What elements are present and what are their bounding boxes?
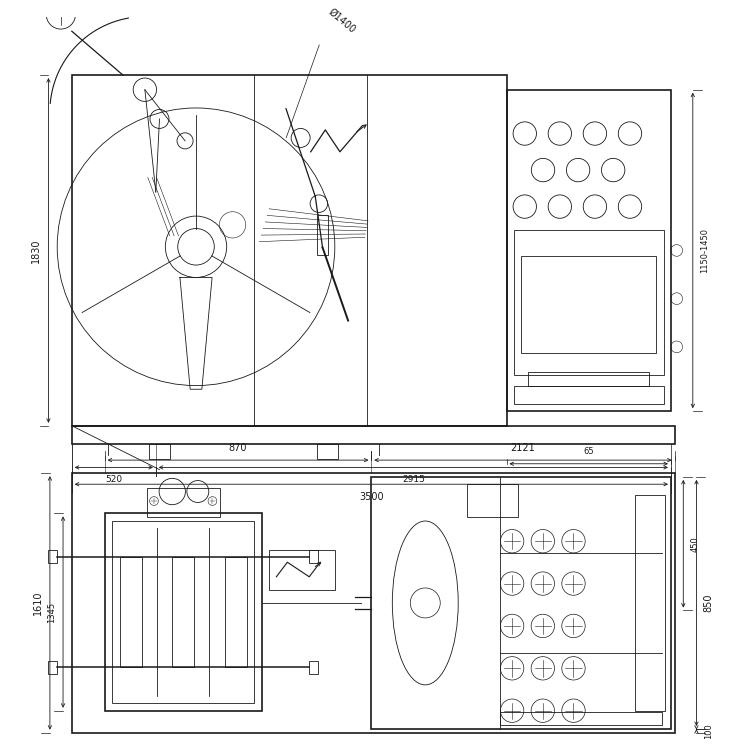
- Text: 1150-1450: 1150-1450: [700, 228, 709, 273]
- Bar: [371, 477, 671, 729]
- Bar: [635, 495, 665, 711]
- Bar: [105, 514, 262, 711]
- Text: 450: 450: [691, 536, 700, 551]
- Text: 1830: 1830: [32, 238, 41, 262]
- Bar: [72, 426, 674, 444]
- Bar: [514, 386, 664, 404]
- Text: 1610: 1610: [32, 591, 43, 615]
- Bar: [521, 256, 656, 352]
- Text: 65: 65: [584, 448, 594, 457]
- Bar: [147, 488, 220, 517]
- Bar: [316, 444, 338, 459]
- Bar: [529, 373, 649, 386]
- Text: 2915: 2915: [402, 475, 424, 484]
- Bar: [224, 557, 247, 667]
- Bar: [120, 557, 142, 667]
- Bar: [72, 473, 674, 733]
- Bar: [309, 550, 318, 563]
- Bar: [72, 75, 506, 426]
- Bar: [148, 444, 170, 459]
- Text: Ø1400: Ø1400: [326, 7, 358, 35]
- Text: 870: 870: [229, 442, 248, 453]
- Bar: [467, 484, 518, 517]
- Text: 3500: 3500: [359, 491, 384, 502]
- Bar: [49, 550, 57, 563]
- Text: 850: 850: [704, 594, 714, 612]
- Bar: [112, 520, 254, 704]
- Text: 520: 520: [105, 475, 122, 484]
- Text: 1345: 1345: [46, 602, 56, 622]
- Bar: [269, 550, 334, 590]
- Bar: [500, 712, 662, 725]
- Bar: [309, 661, 318, 674]
- Bar: [49, 661, 57, 674]
- Bar: [506, 90, 671, 411]
- Text: 100: 100: [704, 723, 712, 739]
- Bar: [172, 557, 194, 667]
- Bar: [316, 214, 328, 255]
- Text: 2121: 2121: [511, 442, 536, 453]
- Bar: [514, 230, 664, 375]
